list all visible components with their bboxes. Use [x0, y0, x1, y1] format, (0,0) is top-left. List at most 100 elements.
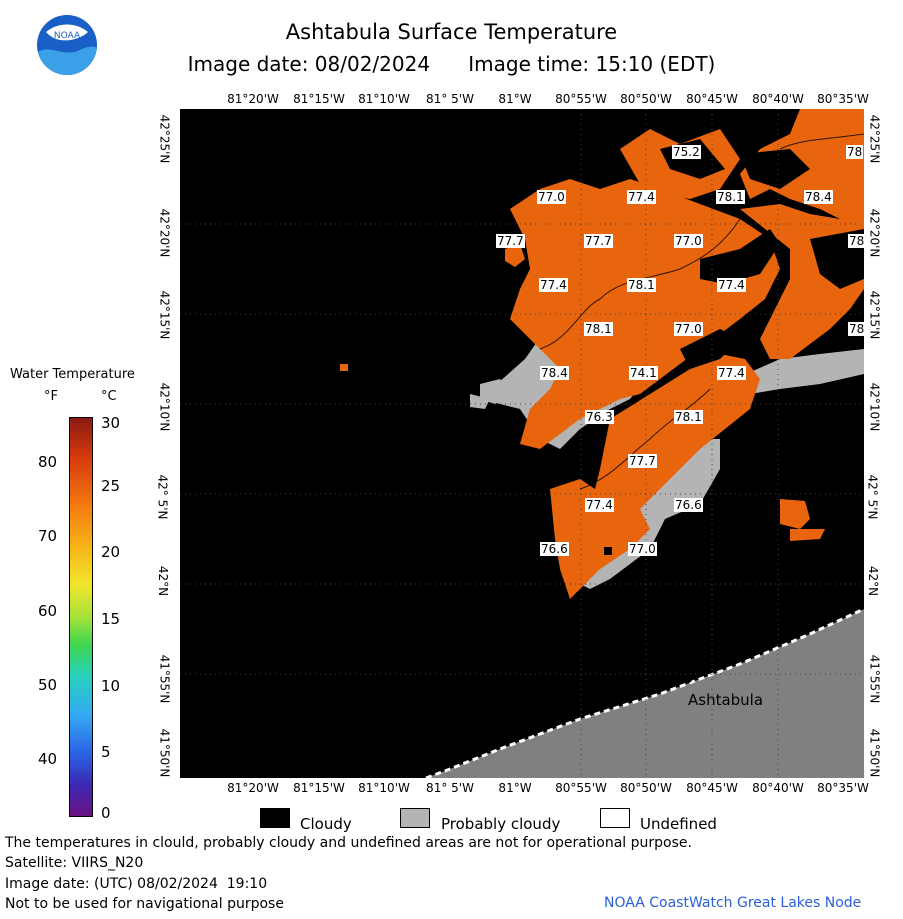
- f-tick: 60: [38, 602, 58, 620]
- temp-label: 76.3: [585, 410, 614, 424]
- image-time-label: Image time: 15:10 (EDT): [468, 52, 716, 76]
- lat-label: 42°N: [866, 565, 881, 597]
- lat-label: 42°10'N: [157, 382, 172, 432]
- logo-text: NOAA: [54, 31, 81, 41]
- temp-label: 78.4: [804, 190, 833, 204]
- f-tick: 70: [38, 527, 58, 545]
- lat-label: 42° 5'N: [865, 474, 880, 520]
- lon-label: 80°35'W: [817, 92, 869, 106]
- lat-label: 41°55'N: [157, 654, 172, 704]
- noaa-logo: NOAA: [36, 14, 98, 76]
- temp-label: 77.7: [496, 234, 525, 248]
- f-tick: 80: [38, 453, 58, 471]
- lon-label: 80°45'W: [686, 781, 738, 795]
- temp-label: 78.4: [540, 366, 569, 380]
- f-tick: 40: [38, 750, 58, 768]
- temp-label: 78: [848, 234, 866, 248]
- temp-label: 77.0: [628, 542, 657, 556]
- lon-label: 81°W: [498, 92, 532, 106]
- undefined-label: Undefined: [640, 815, 717, 833]
- c-tick: 30: [101, 414, 121, 432]
- temp-label: 77.4: [717, 366, 746, 380]
- disclaimer: The temperatures in clould, probably clo…: [5, 835, 692, 851]
- lat-label: 42°N: [156, 565, 171, 597]
- legend-title: Water Temperature: [10, 367, 135, 382]
- lon-label: 80°40'W: [752, 92, 804, 106]
- city-marker: [684, 675, 692, 683]
- c-tick: 25: [101, 477, 121, 495]
- temp-label: 78: [846, 145, 864, 159]
- utc-date: Image date: (UTC) 08/02/2024 19:10: [5, 876, 268, 892]
- nav-warning: Not to be used for navigational purpose: [5, 896, 284, 912]
- image-date-time: Image date: 08/02/2024 Image time: 15:10…: [0, 52, 903, 76]
- c-tick: 0: [101, 804, 111, 822]
- lat-label: 41°50'N: [157, 728, 172, 778]
- lon-label: 80°50'W: [620, 92, 672, 106]
- lon-label: 80°40'W: [752, 781, 804, 795]
- f-tick: 50: [38, 676, 58, 694]
- probably-cloudy-swatch: [400, 808, 430, 828]
- temp-label: 75.2: [672, 145, 701, 159]
- undefined-swatch: [600, 808, 630, 828]
- lon-label: 81° 5'W: [426, 92, 474, 106]
- temp-label: 77.7: [584, 234, 613, 248]
- temp-label: 77.4: [539, 278, 568, 292]
- map-svg: [180, 109, 865, 780]
- lon-label: 81°10'W: [358, 781, 410, 795]
- lon-label: 81°20'W: [227, 92, 279, 106]
- city-label: Ashtabula: [688, 691, 764, 709]
- temp-label: 77.0: [674, 322, 703, 336]
- lat-label: 42°20'N: [157, 208, 172, 258]
- c-tick: 20: [101, 543, 121, 561]
- map-title: Ashtabula Surface Temperature: [285, 20, 618, 44]
- cloud-gaps: [604, 139, 864, 555]
- lat-label: 42° 5'N: [155, 474, 170, 520]
- temp-label: 77.0: [674, 234, 703, 248]
- temp-label: 78.1: [584, 322, 613, 336]
- lat-label: 42°25'N: [157, 114, 172, 164]
- satellite-info: Satellite: VIIRS_N20: [5, 855, 144, 871]
- lon-label: 81°15'W: [293, 781, 345, 795]
- temp-label: 76.6: [674, 498, 703, 512]
- temp-label: 78: [848, 322, 866, 336]
- temp-label: 77.4: [717, 278, 746, 292]
- graticule: [180, 109, 864, 778]
- temp-label: 74.1: [629, 366, 658, 380]
- legend-unit-f: °F: [44, 389, 58, 404]
- lon-label: 81°15'W: [293, 92, 345, 106]
- probably-cloudy-label: Probably cloudy: [441, 815, 561, 833]
- lon-label: 80°55'W: [555, 781, 607, 795]
- lon-label: 81°W: [498, 781, 532, 795]
- lat-label: 42°25'N: [867, 114, 882, 164]
- c-tick: 10: [101, 677, 121, 695]
- lon-label: 81° 5'W: [426, 781, 474, 795]
- cloudy-swatch: [260, 808, 290, 828]
- color-scale-bar: [69, 417, 93, 817]
- temp-label: 77.4: [627, 190, 656, 204]
- temp-label: 76.6: [540, 542, 569, 556]
- lon-label: 80°50'W: [620, 781, 672, 795]
- credit-link[interactable]: NOAA CoastWatch Great Lakes Node: [604, 895, 862, 911]
- temp-label: 77.0: [537, 190, 566, 204]
- lon-label: 80°35'W: [817, 781, 869, 795]
- temperature-map[interactable]: 75.2 78 77.0 77.4 78.1 78.4 77.7 77.7 77…: [180, 109, 866, 780]
- image-date-label: Image date: 08/02/2024: [187, 52, 431, 76]
- cloudy-label: Cloudy: [300, 815, 352, 833]
- temp-label: 77.7: [628, 454, 657, 468]
- lon-label: 81°20'W: [227, 781, 279, 795]
- lon-label: 80°45'W: [686, 92, 738, 106]
- lat-label: 42°10'N: [867, 382, 882, 432]
- c-tick: 15: [101, 610, 121, 628]
- temp-label: 78.1: [674, 410, 703, 424]
- shoreline: [425, 607, 865, 780]
- legend-unit-c: °C: [101, 389, 117, 404]
- temp-label: 78.1: [627, 278, 656, 292]
- temp-label: 78.1: [716, 190, 745, 204]
- lat-label: 42°15'N: [157, 290, 172, 340]
- land-ohio: [426, 609, 864, 778]
- lat-label: 41°50'N: [867, 728, 882, 778]
- lat-label: 42°20'N: [867, 208, 882, 258]
- temp-label: 77.4: [585, 498, 614, 512]
- lon-label: 81°10'W: [358, 92, 410, 106]
- lat-label: 41°55'N: [867, 654, 882, 704]
